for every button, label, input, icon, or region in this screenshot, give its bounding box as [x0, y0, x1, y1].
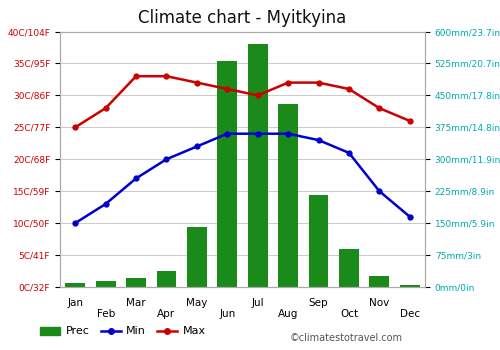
Bar: [400, 285, 419, 287]
Bar: [96, 281, 116, 287]
Text: Apr: Apr: [158, 309, 176, 319]
Text: Sep: Sep: [308, 299, 328, 308]
Bar: [187, 228, 207, 287]
Bar: [66, 283, 85, 287]
Text: Jan: Jan: [67, 299, 83, 308]
Text: Jun: Jun: [219, 309, 236, 319]
Bar: [156, 271, 176, 287]
Text: ©climatestotravel.com: ©climatestotravel.com: [290, 333, 403, 343]
Bar: [126, 279, 146, 287]
Text: Mar: Mar: [126, 299, 146, 308]
Title: Climate chart - Myitkyina: Climate chart - Myitkyina: [138, 9, 346, 27]
Bar: [248, 44, 268, 287]
Text: Nov: Nov: [369, 299, 390, 308]
Text: Jul: Jul: [252, 299, 264, 308]
Bar: [218, 61, 237, 287]
Legend: Prec, Min, Max: Prec, Min, Max: [36, 322, 210, 341]
Text: Feb: Feb: [96, 309, 115, 319]
Text: Aug: Aug: [278, 309, 298, 319]
Text: May: May: [186, 299, 208, 308]
Text: Oct: Oct: [340, 309, 358, 319]
Bar: [370, 276, 390, 287]
Text: Dec: Dec: [400, 309, 420, 319]
Bar: [308, 195, 328, 287]
Bar: [278, 104, 298, 287]
Bar: [339, 248, 359, 287]
